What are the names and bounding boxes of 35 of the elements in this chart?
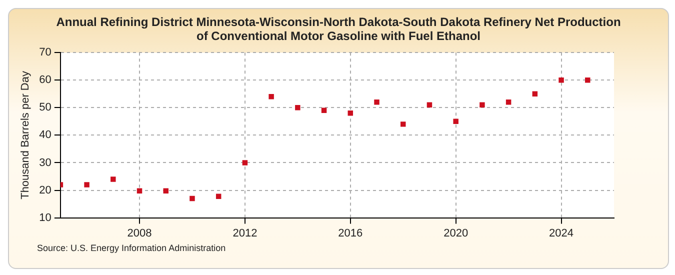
y-tick-label: 20 xyxy=(39,184,52,196)
y-tick-label: 60 xyxy=(39,74,52,86)
point xyxy=(268,94,274,100)
point xyxy=(558,78,564,83)
x-tick-label: 2016 xyxy=(338,227,363,240)
y-tick-label: 70 xyxy=(39,46,52,59)
point xyxy=(426,102,432,108)
point xyxy=(506,100,512,105)
point xyxy=(348,110,354,116)
y-tick-label: 40 xyxy=(39,129,52,142)
point xyxy=(480,102,485,108)
x-tick-label: 2024 xyxy=(549,227,574,240)
point xyxy=(190,196,195,202)
point xyxy=(374,100,380,105)
point xyxy=(400,122,406,127)
y-axis-title: Thousand Barrels per Day xyxy=(20,70,32,200)
chart-title: Annual Refining District Minnesota-Wisconsin-North Dakota-South Dakota Refinery Net Production of Conventional Motor Gasoline with Fuel Ethanol xyxy=(55,14,622,43)
x-tick-label: 2008 xyxy=(127,227,152,240)
y-tick-label: 30 xyxy=(39,156,52,169)
point xyxy=(136,188,142,194)
x-tick-label: 2012 xyxy=(232,227,258,240)
x-tick-label: 2020 xyxy=(444,227,468,240)
point xyxy=(216,194,222,199)
y-tick-label: 50 xyxy=(39,102,52,114)
point xyxy=(453,118,458,124)
point xyxy=(295,105,300,110)
y-tick-label: 10 xyxy=(39,212,52,224)
source-note: Source: U.S. Energy Information Administration xyxy=(36,243,227,253)
point xyxy=(84,182,90,188)
point xyxy=(163,188,168,194)
point xyxy=(585,78,590,83)
point xyxy=(242,160,248,166)
point xyxy=(110,176,116,182)
point xyxy=(532,91,538,97)
point xyxy=(321,108,327,114)
